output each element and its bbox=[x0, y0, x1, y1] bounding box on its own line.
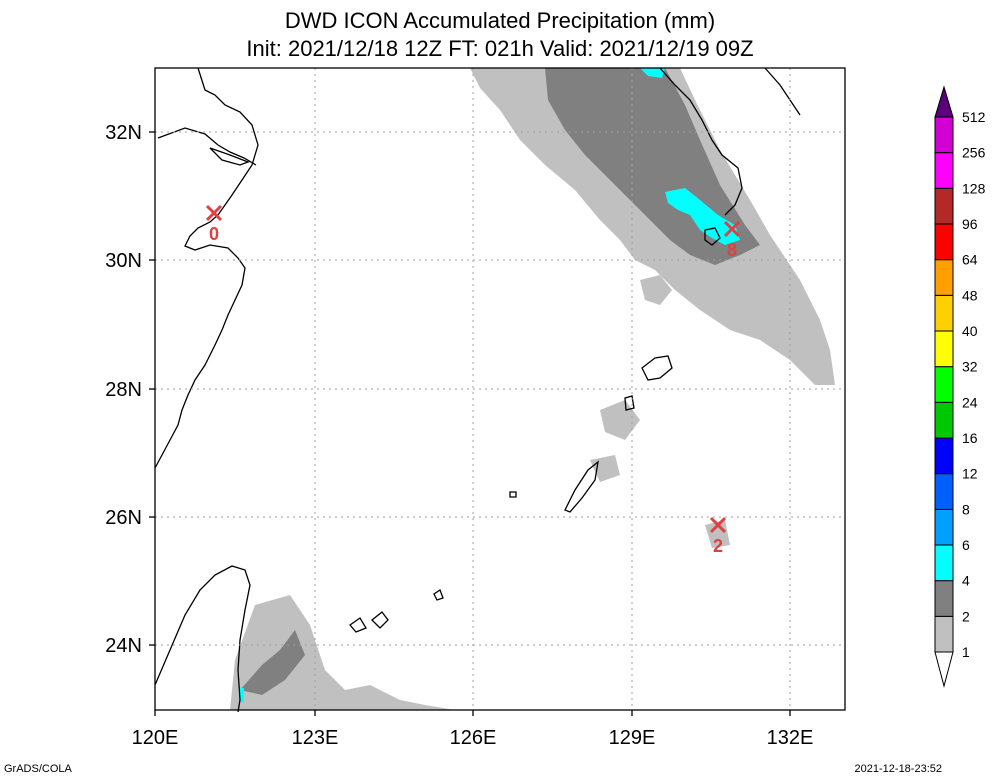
colorbar-segment bbox=[934, 330, 954, 368]
marker-0 bbox=[205, 204, 223, 222]
coast-islet bbox=[509, 491, 517, 498]
coast-tanegashima bbox=[704, 227, 721, 246]
lon-label: 120E bbox=[132, 727, 179, 749]
colorbar-segment bbox=[934, 152, 954, 189]
marker-8 bbox=[723, 220, 741, 238]
colorbar-label: 1 bbox=[962, 644, 970, 660]
coast-ishigaki bbox=[371, 611, 389, 629]
coast-yangtze-inlet bbox=[157, 127, 257, 166]
colorbar-label: 512 bbox=[962, 109, 986, 125]
colorbar-label: 48 bbox=[962, 287, 978, 303]
colorbar-top-arrow bbox=[934, 85, 954, 118]
colorbar-label: 32 bbox=[962, 359, 978, 375]
lat-label: 30N bbox=[105, 250, 142, 272]
lat-label: 28N bbox=[105, 379, 142, 401]
coastline-layer bbox=[154, 67, 801, 713]
precip-band-light bbox=[470, 68, 835, 385]
tick-layer bbox=[149, 131, 791, 716]
colorbar-segment bbox=[934, 294, 954, 332]
colorbar-label: 40 bbox=[962, 323, 978, 339]
coast-taiwan bbox=[154, 565, 251, 713]
precip-cyan-core bbox=[665, 188, 740, 245]
colorbar-segment bbox=[934, 615, 954, 653]
coast-kyushu bbox=[659, 67, 743, 216]
coast-shikoku bbox=[764, 67, 801, 116]
colorbar-segment bbox=[934, 366, 954, 403]
colorbar-segment bbox=[934, 437, 954, 475]
colorbar-segment bbox=[934, 223, 954, 261]
colorbar-label: 256 bbox=[962, 145, 986, 161]
lon-label: 132E bbox=[767, 727, 814, 749]
colorbar-label: 2 bbox=[962, 608, 970, 624]
colorbar-segment bbox=[934, 580, 954, 617]
colorbar-segment bbox=[934, 401, 954, 439]
colorbar-segment bbox=[934, 116, 954, 154]
coast-amami bbox=[641, 355, 673, 381]
footer-software: GrADS/COLA bbox=[4, 763, 72, 775]
marker-value: 8 bbox=[727, 240, 737, 260]
colorbar-label: 96 bbox=[962, 216, 978, 232]
marker-value: 0 bbox=[209, 224, 219, 244]
colorbar-label: 6 bbox=[962, 537, 970, 553]
lon-label: 123E bbox=[292, 727, 339, 749]
lat-label: 26N bbox=[105, 507, 142, 529]
precip-scatter-1 bbox=[640, 275, 672, 305]
map-title: DWD ICON Accumulated Precipitation (mm) bbox=[284, 8, 716, 33]
marker-value: 2 bbox=[713, 536, 723, 556]
colorbar-bottom-arrow bbox=[934, 651, 954, 688]
marker-2 bbox=[709, 516, 727, 534]
precip-scatter-2 bbox=[600, 400, 640, 440]
precip-south-light bbox=[230, 595, 455, 710]
precip-scatter-3 bbox=[590, 455, 620, 482]
colorbar-label: 12 bbox=[962, 466, 978, 482]
coast-tokunoshima bbox=[624, 395, 635, 411]
lon-label: 126E bbox=[450, 727, 497, 749]
coast-senkaku bbox=[433, 589, 444, 601]
colorbar-label: 128 bbox=[962, 180, 986, 196]
map-subtitle: Init: 2021/12/18 12Z FT: 021h Valid: 202… bbox=[246, 36, 754, 61]
lat-label: 24N bbox=[105, 635, 142, 657]
grid-layer bbox=[155, 68, 845, 710]
colorbar-label: 16 bbox=[962, 430, 978, 446]
lon-label: 129E bbox=[609, 727, 656, 749]
colorbar-segment bbox=[934, 508, 954, 546]
colorbar-label: 8 bbox=[962, 501, 970, 517]
colorbar-label: 24 bbox=[962, 394, 978, 410]
precip-layer bbox=[230, 68, 835, 710]
precip-cyan-north bbox=[640, 68, 665, 78]
coast-china bbox=[154, 67, 259, 469]
colorbar-segment bbox=[934, 544, 954, 582]
colorbar-segment bbox=[934, 187, 954, 225]
colorbar-label: 4 bbox=[962, 573, 970, 589]
lat-label: 32N bbox=[105, 122, 142, 144]
precip-scatter-4 bbox=[705, 520, 730, 548]
colorbar-segment bbox=[934, 259, 954, 296]
coast-miyako bbox=[349, 617, 367, 633]
precip-south-dark bbox=[240, 630, 305, 695]
coast-chongming bbox=[209, 147, 250, 166]
colorbar-segment bbox=[934, 473, 954, 510]
colorbar-label: 64 bbox=[962, 252, 978, 268]
footer-timestamp: 2021-12-18-23:52 bbox=[854, 763, 942, 775]
coast-okinawa bbox=[564, 460, 599, 513]
precip-south-cyan bbox=[240, 688, 244, 702]
